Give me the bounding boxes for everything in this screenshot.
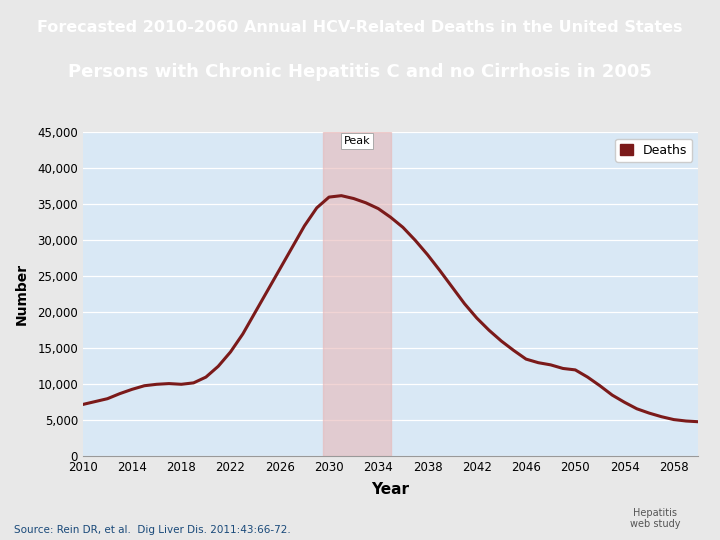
Bar (323, 132, 390, 456)
Legend: Deaths: Deaths (616, 139, 692, 161)
Text: Source: Rein DR, et al.  Dig Liver Dis. 2011:43:66-72.: Source: Rein DR, et al. Dig Liver Dis. 2… (14, 524, 291, 535)
Y-axis label: Number: Number (15, 263, 29, 326)
Text: Forecasted 2010-2060 Annual HCV-Related Deaths in the United States: Forecasted 2010-2060 Annual HCV-Related … (37, 21, 683, 36)
X-axis label: Year: Year (372, 483, 410, 497)
Text: Hepatitis
web study: Hepatitis web study (630, 508, 680, 529)
Text: Peak: Peak (343, 136, 370, 146)
Text: Persons with Chronic Hepatitis C and no Cirrhosis in 2005: Persons with Chronic Hepatitis C and no … (68, 63, 652, 81)
